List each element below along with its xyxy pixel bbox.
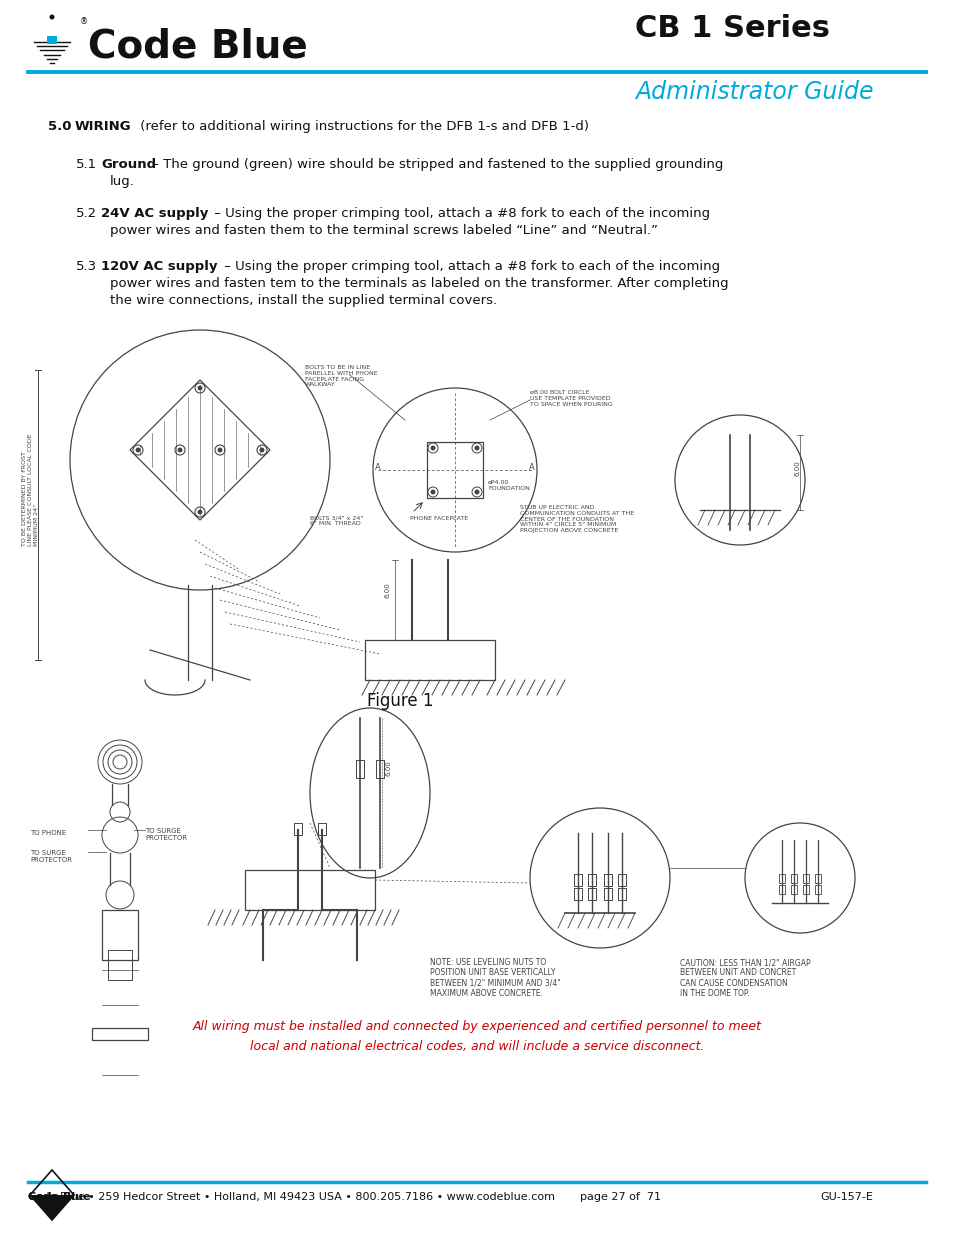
Text: Code Blue • 259 Hedcor Street • Holland, MI 49423 USA • 800.205.7186 • www.codeb: Code Blue • 259 Hedcor Street • Holland,… [28,1192,555,1202]
Circle shape [217,447,222,452]
Bar [355,760,364,778]
Text: lug.: lug. [110,175,134,188]
Text: Ground: Ground [101,158,156,170]
Circle shape [50,15,54,20]
Bar [603,888,612,900]
Text: BOLTS TO BE IN LINE
PARELLEL WITH PHONE
FACEPLATE FACING
WALKWAY: BOLTS TO BE IN LINE PARELLEL WITH PHONE … [305,366,377,388]
Text: page 27 of  71: page 27 of 71 [579,1192,660,1202]
Text: øB.00 BOLT CIRCLE
USE TEMPLATE PROVIDED
TO SPACE WHEN POURING: øB.00 BOLT CIRCLE USE TEMPLATE PROVIDED … [530,390,612,406]
Circle shape [177,447,182,452]
Text: 5.0: 5.0 [48,120,71,133]
Circle shape [194,383,205,393]
Text: A: A [529,462,535,472]
Bar [587,874,596,885]
Text: All wiring must be installed and connected by experienced and certified personne: All wiring must be installed and connect… [193,1020,760,1032]
Circle shape [197,510,202,515]
Text: 6.00: 6.00 [386,760,392,776]
Text: 120V AC supply: 120V AC supply [101,261,217,273]
Text: 5.3: 5.3 [76,261,97,273]
Text: the wire connections, install the supplied terminal covers.: the wire connections, install the suppli… [110,294,497,308]
Circle shape [214,445,225,454]
Bar [814,885,821,894]
Bar [427,442,482,498]
Bar [790,874,796,883]
Circle shape [259,447,264,452]
Circle shape [174,445,185,454]
Bar [294,823,302,835]
Circle shape [472,443,481,453]
Circle shape [194,508,205,517]
Text: 6.00: 6.00 [385,582,391,598]
Circle shape [132,445,143,454]
Bar [574,874,581,885]
Circle shape [474,489,479,494]
Text: PHONE FACEPLATE: PHONE FACEPLATE [410,516,468,521]
Bar [814,874,821,883]
Text: WIRING: WIRING [75,120,132,133]
Text: – Using the proper crimping tool, attach a #8 fork to each of the incoming: – Using the proper crimping tool, attach… [210,207,709,220]
Bar [603,874,612,885]
Bar [108,950,132,981]
Text: TO SURGE
PROTECTOR: TO SURGE PROTECTOR [30,850,71,863]
Bar [245,869,375,910]
Circle shape [135,447,140,452]
Bar [802,874,808,883]
Text: 6.00: 6.00 [794,459,801,475]
Bar [365,640,495,680]
Text: Administrator Guide: Administrator Guide [635,80,873,104]
Bar [790,885,796,894]
Bar [802,885,808,894]
Text: TO BE DETERMINED BY FROST
LINE PLEASE CONSULT LOCAL CODE
MINIMUM 24": TO BE DETERMINED BY FROST LINE PLEASE CO… [22,433,38,546]
Bar [618,888,625,900]
Text: TO PHONE: TO PHONE [30,830,66,836]
Bar [91,1028,148,1040]
Text: A: A [375,462,380,472]
Text: STUB UP ELECTRIC AND
COMMUNICATION CONDUITS AT THE
CENTER OF THE FOUNDATION
WITH: STUB UP ELECTRIC AND COMMUNICATION CONDU… [519,505,634,534]
Text: GU-157-E: GU-157-E [820,1192,872,1202]
Text: øP4.00
FOUNDATION: øP4.00 FOUNDATION [488,480,529,490]
Text: TO SURGE
PROTECTOR: TO SURGE PROTECTOR [145,827,187,841]
Circle shape [474,446,479,451]
Text: Code Blue: Code Blue [88,27,308,65]
Bar [375,760,384,778]
Text: power wires and fasten tem to the terminals as labeled on the transformer. After: power wires and fasten tem to the termin… [110,277,728,290]
Text: BOLTS 3/4" x 24"
6" MIN. THREAD: BOLTS 3/4" x 24" 6" MIN. THREAD [310,515,363,526]
Bar [779,885,784,894]
Bar [587,888,596,900]
Circle shape [472,487,481,496]
Circle shape [256,445,267,454]
Text: Figure 1: Figure 1 [366,692,433,710]
Text: ®: ® [80,17,89,26]
Polygon shape [30,1195,74,1220]
Text: power wires and fasten them to the terminal screws labeled “Line” and “Neutral.”: power wires and fasten them to the termi… [110,224,658,237]
Circle shape [428,443,437,453]
Text: NOTE: USE LEVELING NUTS TO
POSITION UNIT BASE VERTICALLY
BETWEEN 1/2" MINIMUM AN: NOTE: USE LEVELING NUTS TO POSITION UNIT… [430,958,560,998]
Text: 24V AC supply: 24V AC supply [101,207,208,220]
Bar [47,36,57,44]
Bar [574,888,581,900]
Text: – Using the proper crimping tool, attach a #8 fork to each of the incoming: – Using the proper crimping tool, attach… [220,261,720,273]
Text: local and national electrical codes, and will include a service disconnect.: local and national electrical codes, and… [250,1040,703,1053]
Bar [618,874,625,885]
Circle shape [428,487,437,496]
Text: CB 1 Series: CB 1 Series [635,14,829,43]
Bar [779,874,784,883]
Bar [317,823,326,835]
Text: CAUTION: LESS THAN 1/2" AIRGAP
BETWEEN UNIT AND CONCRET
CAN CAUSE CONDENSATION
I: CAUTION: LESS THAN 1/2" AIRGAP BETWEEN U… [679,958,810,998]
Text: 5.1: 5.1 [76,158,97,170]
Circle shape [430,446,435,451]
Text: 5.2: 5.2 [76,207,97,220]
Circle shape [197,385,202,390]
Circle shape [430,489,435,494]
Text: Code Blue: Code Blue [28,1192,91,1202]
Text: – The ground (green) wire should be stripped and fastened to the supplied ground: – The ground (green) wire should be stri… [148,158,722,170]
Text: (refer to additional wiring instructions for the DFB 1-s and DFB 1-d): (refer to additional wiring instructions… [136,120,588,133]
Bar [102,910,138,960]
